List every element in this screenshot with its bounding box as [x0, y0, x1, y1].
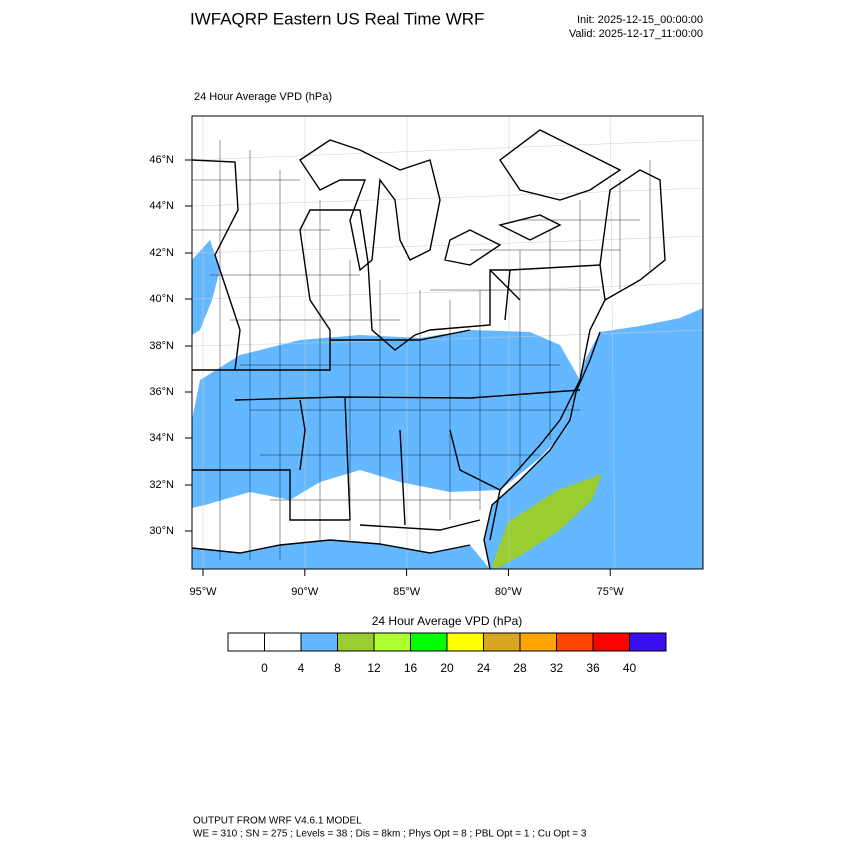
colorbar-box [410, 632, 448, 652]
colorbar-box [337, 632, 375, 652]
valid-time: Valid: 2025-12-17_11:00:00 [569, 28, 703, 40]
lon-label: 90°W [291, 586, 319, 598]
lon-label: 75°W [597, 586, 625, 598]
map-subtitle: 24 Hour Average VPD (hPa) [194, 91, 332, 103]
lat-label: 34°N [149, 432, 174, 444]
colorbar-box [592, 632, 630, 652]
colorbar: 0 4 8 12 16 20 24 28 32 36 40 [227, 632, 667, 675]
lat-label: 46°N [149, 154, 174, 166]
lon-label: 85°W [393, 586, 421, 598]
colorbar-title: 24 Hour Average VPD (hPa) [372, 614, 523, 628]
lat-label: 36°N [149, 386, 174, 398]
state-lines [192, 129, 666, 569]
colorbar-label: 32 [550, 661, 564, 675]
vpd-land-area [192, 330, 580, 508]
colorbar-box [629, 632, 667, 652]
lon-label: 95°W [189, 586, 217, 598]
colorbar-box [264, 632, 302, 652]
colorbar-label: 8 [334, 661, 341, 675]
colorbar-label: 12 [367, 661, 381, 675]
footer-line: OUTPUT FROM WRF V4.6.1 MODEL [193, 816, 362, 827]
init-time: Init: 2025-12-15_00:00:00 [577, 14, 703, 26]
colorbar-box [556, 632, 594, 652]
colorbar-label: 0 [261, 661, 268, 675]
colorbar-box [227, 632, 265, 652]
colorbar-box [446, 632, 484, 652]
colorbar-box [519, 632, 557, 652]
colorbar-label: 16 [404, 661, 418, 675]
colorbar-label: 24 [477, 661, 491, 675]
map: 46°N 44°N 42°N 40°N 38°N 36°N 34°N 32°N 30°N 95°… [149, 115, 704, 598]
colorbar-box [483, 632, 521, 652]
colorbar-label: 28 [513, 661, 527, 675]
lat-label: 42°N [149, 247, 174, 259]
vpd-west-patch [192, 240, 220, 335]
colorbar-box [373, 632, 411, 652]
map-frame [191, 115, 704, 570]
lat-label: 32°N [149, 479, 174, 491]
colorbar-label: 40 [623, 661, 637, 675]
vpd-green-patch [492, 474, 602, 569]
lat-label: 30°N [149, 525, 174, 537]
lon-label: 80°W [495, 586, 523, 598]
colorbar-box [300, 632, 338, 652]
vpd-gulf-area [192, 540, 490, 569]
title: IWFAQRP Eastern US Real Time WRF [190, 9, 484, 28]
colorbar-label: 4 [298, 661, 305, 675]
lat-label: 44°N [149, 200, 174, 212]
colorbar-label: 20 [440, 661, 454, 675]
footer-line: WE = 310 ; SN = 275 ; Levels = 38 ; Dis … [193, 829, 587, 840]
lat-label: 40°N [149, 293, 174, 305]
colorbar-label: 36 [586, 661, 600, 675]
lat-label: 38°N [149, 340, 174, 352]
